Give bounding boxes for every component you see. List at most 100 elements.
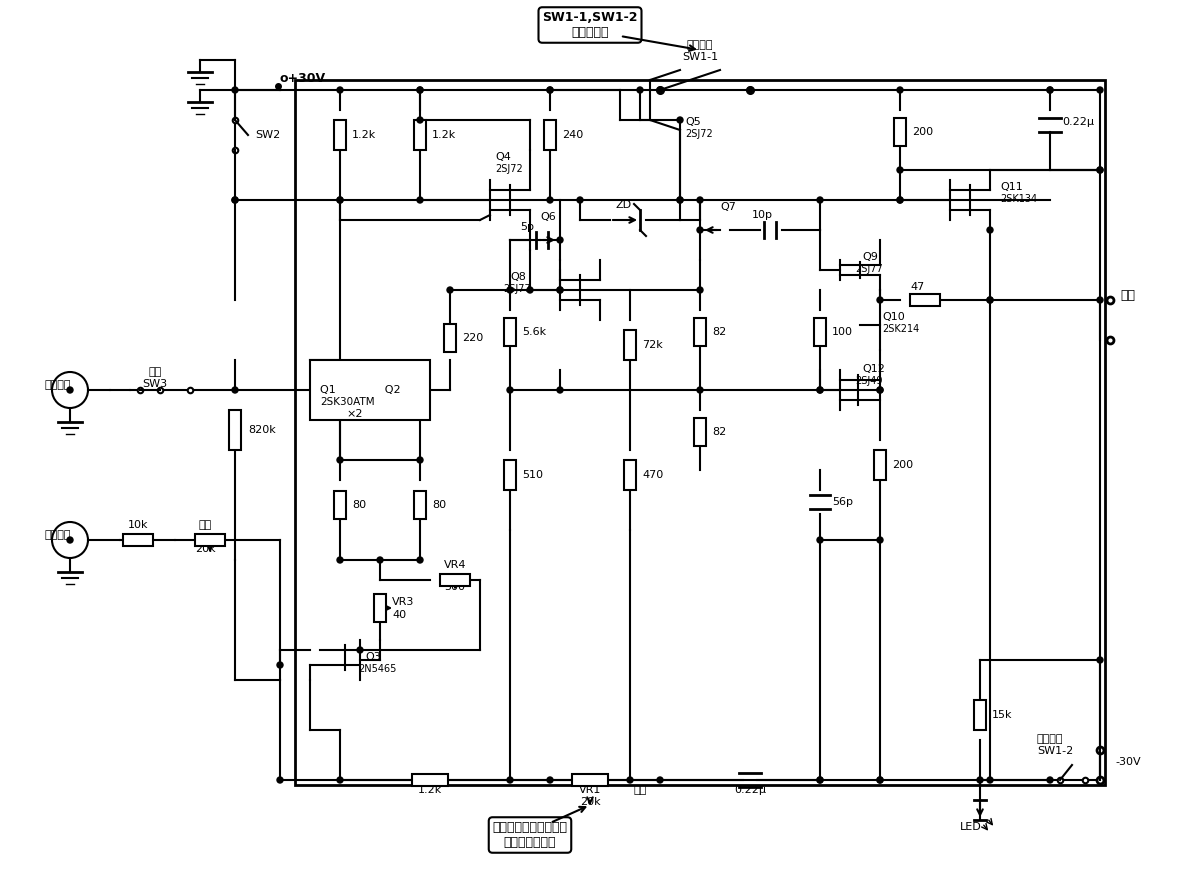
Text: 80: 80 — [352, 500, 366, 510]
Circle shape — [897, 197, 903, 203]
Circle shape — [817, 197, 823, 203]
Circle shape — [897, 167, 903, 173]
Bar — [444, 324, 455, 352]
Text: SW3: SW3 — [142, 379, 167, 389]
Text: o+30V: o+30V — [280, 72, 326, 85]
Circle shape — [697, 287, 703, 293]
Text: 2SJ77: 2SJ77 — [503, 284, 531, 294]
Text: 10k: 10k — [128, 520, 148, 530]
Text: 200: 200 — [892, 460, 913, 470]
Text: 72k: 72k — [641, 340, 663, 350]
Text: 47: 47 — [911, 282, 925, 292]
Circle shape — [817, 777, 823, 783]
Circle shape — [677, 197, 683, 203]
Circle shape — [557, 287, 563, 293]
Text: 820k: 820k — [248, 425, 275, 435]
Text: SW2: SW2 — [255, 130, 280, 140]
Text: 20k: 20k — [194, 544, 215, 554]
Circle shape — [657, 777, 663, 783]
Circle shape — [377, 557, 383, 563]
Circle shape — [627, 777, 633, 783]
Text: 收音信号: 收音信号 — [45, 530, 72, 540]
Text: 输出: 输出 — [1121, 289, 1135, 302]
Bar — [572, 774, 609, 786]
Text: 5p: 5p — [520, 222, 534, 232]
Circle shape — [232, 87, 238, 93]
Text: 82: 82 — [712, 327, 726, 337]
Circle shape — [232, 387, 238, 393]
Circle shape — [988, 777, 993, 783]
Circle shape — [417, 457, 423, 463]
Bar — [504, 318, 516, 346]
Bar — [910, 294, 940, 306]
Circle shape — [877, 297, 883, 303]
Text: 15k: 15k — [992, 710, 1012, 720]
Bar — [875, 450, 886, 480]
Bar — [412, 774, 448, 786]
Bar — [895, 118, 906, 146]
Text: 2SJ77: 2SJ77 — [855, 264, 883, 274]
Bar — [975, 700, 986, 730]
Text: Q3: Q3 — [365, 652, 380, 662]
Circle shape — [507, 287, 513, 293]
Text: ZD: ZD — [616, 200, 631, 210]
Text: 通过调节负反馈量达到
改变增益的目的: 通过调节负反馈量达到 改变增益的目的 — [492, 821, 567, 849]
Text: Q12: Q12 — [862, 364, 885, 374]
Circle shape — [817, 387, 823, 393]
Circle shape — [817, 387, 823, 393]
Circle shape — [877, 537, 883, 543]
Text: Q11: Q11 — [1000, 182, 1023, 192]
Circle shape — [577, 197, 583, 203]
Circle shape — [417, 197, 423, 203]
Text: SW1-1,SW1-2
是联动开关: SW1-1,SW1-2 是联动开关 — [543, 11, 638, 39]
Circle shape — [817, 777, 823, 783]
Circle shape — [417, 87, 423, 93]
Text: Q7: Q7 — [720, 202, 736, 212]
Circle shape — [557, 287, 563, 293]
Circle shape — [1097, 167, 1103, 173]
Text: 增益: 增益 — [633, 785, 646, 795]
Bar — [814, 318, 826, 346]
Circle shape — [557, 237, 563, 243]
Circle shape — [232, 197, 238, 203]
Circle shape — [877, 387, 883, 393]
Circle shape — [277, 777, 282, 783]
Text: 5.6k: 5.6k — [523, 327, 546, 337]
Circle shape — [1097, 167, 1103, 173]
Text: Q4: Q4 — [496, 152, 511, 162]
Circle shape — [417, 557, 423, 563]
Circle shape — [1097, 657, 1103, 663]
Text: Q10: Q10 — [882, 312, 905, 322]
Circle shape — [697, 227, 703, 233]
Text: 470: 470 — [641, 470, 664, 480]
Circle shape — [507, 777, 513, 783]
Text: -30V: -30V — [1115, 757, 1141, 767]
Circle shape — [1048, 87, 1053, 93]
Circle shape — [232, 197, 238, 203]
Text: VR4: VR4 — [444, 560, 466, 570]
Bar — [195, 534, 225, 546]
Text: SW1-2: SW1-2 — [1037, 746, 1073, 756]
Bar — [504, 460, 516, 490]
Bar — [414, 491, 426, 519]
Text: 2SJ49: 2SJ49 — [855, 376, 883, 386]
Circle shape — [877, 777, 883, 783]
Text: 线路输入: 线路输入 — [45, 380, 72, 390]
Text: 2SJ72: 2SJ72 — [685, 129, 713, 139]
Circle shape — [1097, 87, 1103, 93]
Text: 0.22μ: 0.22μ — [734, 785, 766, 795]
Text: VR1: VR1 — [579, 785, 601, 795]
Circle shape — [337, 197, 343, 203]
Bar — [334, 491, 346, 519]
Text: 82: 82 — [712, 427, 726, 437]
Circle shape — [547, 777, 553, 783]
Circle shape — [747, 87, 753, 93]
Circle shape — [897, 197, 903, 203]
Text: 1.2k: 1.2k — [418, 785, 443, 795]
Circle shape — [897, 87, 903, 93]
Text: 56p: 56p — [832, 497, 853, 507]
Circle shape — [337, 777, 343, 783]
Circle shape — [547, 87, 553, 93]
Circle shape — [1097, 297, 1103, 303]
Circle shape — [277, 662, 282, 668]
